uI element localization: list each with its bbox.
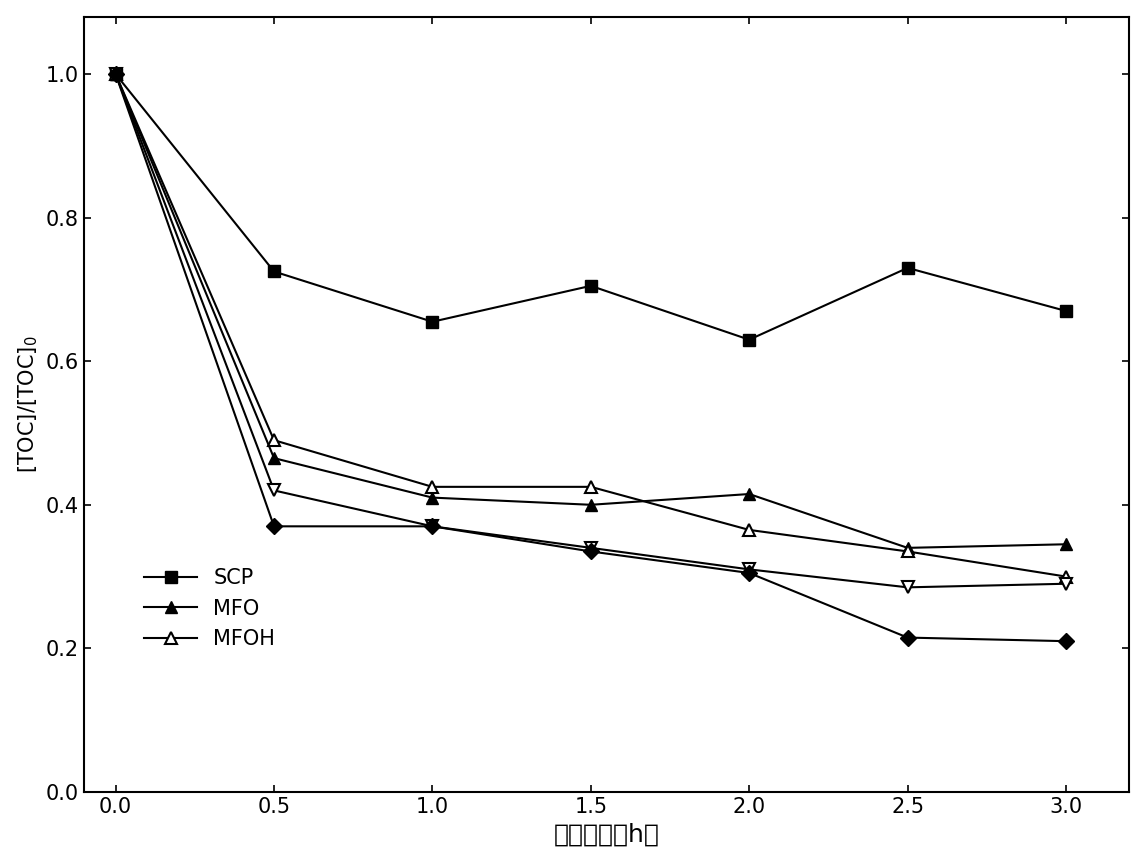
Y-axis label: [TOC]/[TOC]$_0$: [TOC]/[TOC]$_0$	[17, 336, 40, 473]
X-axis label: 反应时间（h）: 反应时间（h）	[554, 822, 660, 847]
Legend: SCP, MFO, MFOH: SCP, MFO, MFOH	[136, 560, 283, 658]
